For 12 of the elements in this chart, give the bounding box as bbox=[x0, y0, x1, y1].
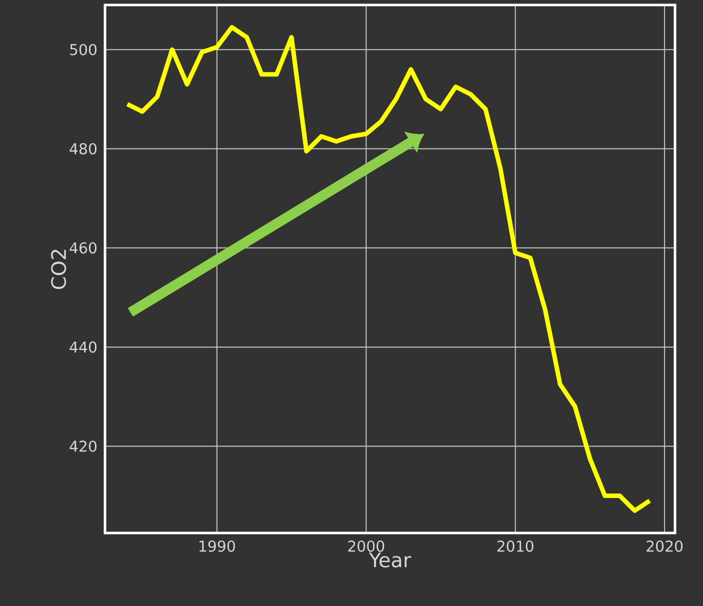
line-series bbox=[125, 25, 652, 513]
y-tick-label: 500 bbox=[70, 44, 96, 56]
y-axis-title: CO2 bbox=[51, 250, 66, 289]
x-tick-label: 2020 bbox=[646, 540, 683, 552]
y-tick-label: 420 bbox=[70, 440, 96, 452]
x-axis-title: Year bbox=[368, 552, 412, 568]
x-tick-label: 2000 bbox=[348, 540, 384, 552]
y-tick-label: 460 bbox=[70, 242, 96, 254]
y-tick-label: 440 bbox=[70, 341, 96, 353]
x-tick-label: 1990 bbox=[200, 540, 235, 552]
y-tick-label: 480 bbox=[70, 143, 96, 154]
x-tick-label: 2010 bbox=[497, 540, 534, 552]
